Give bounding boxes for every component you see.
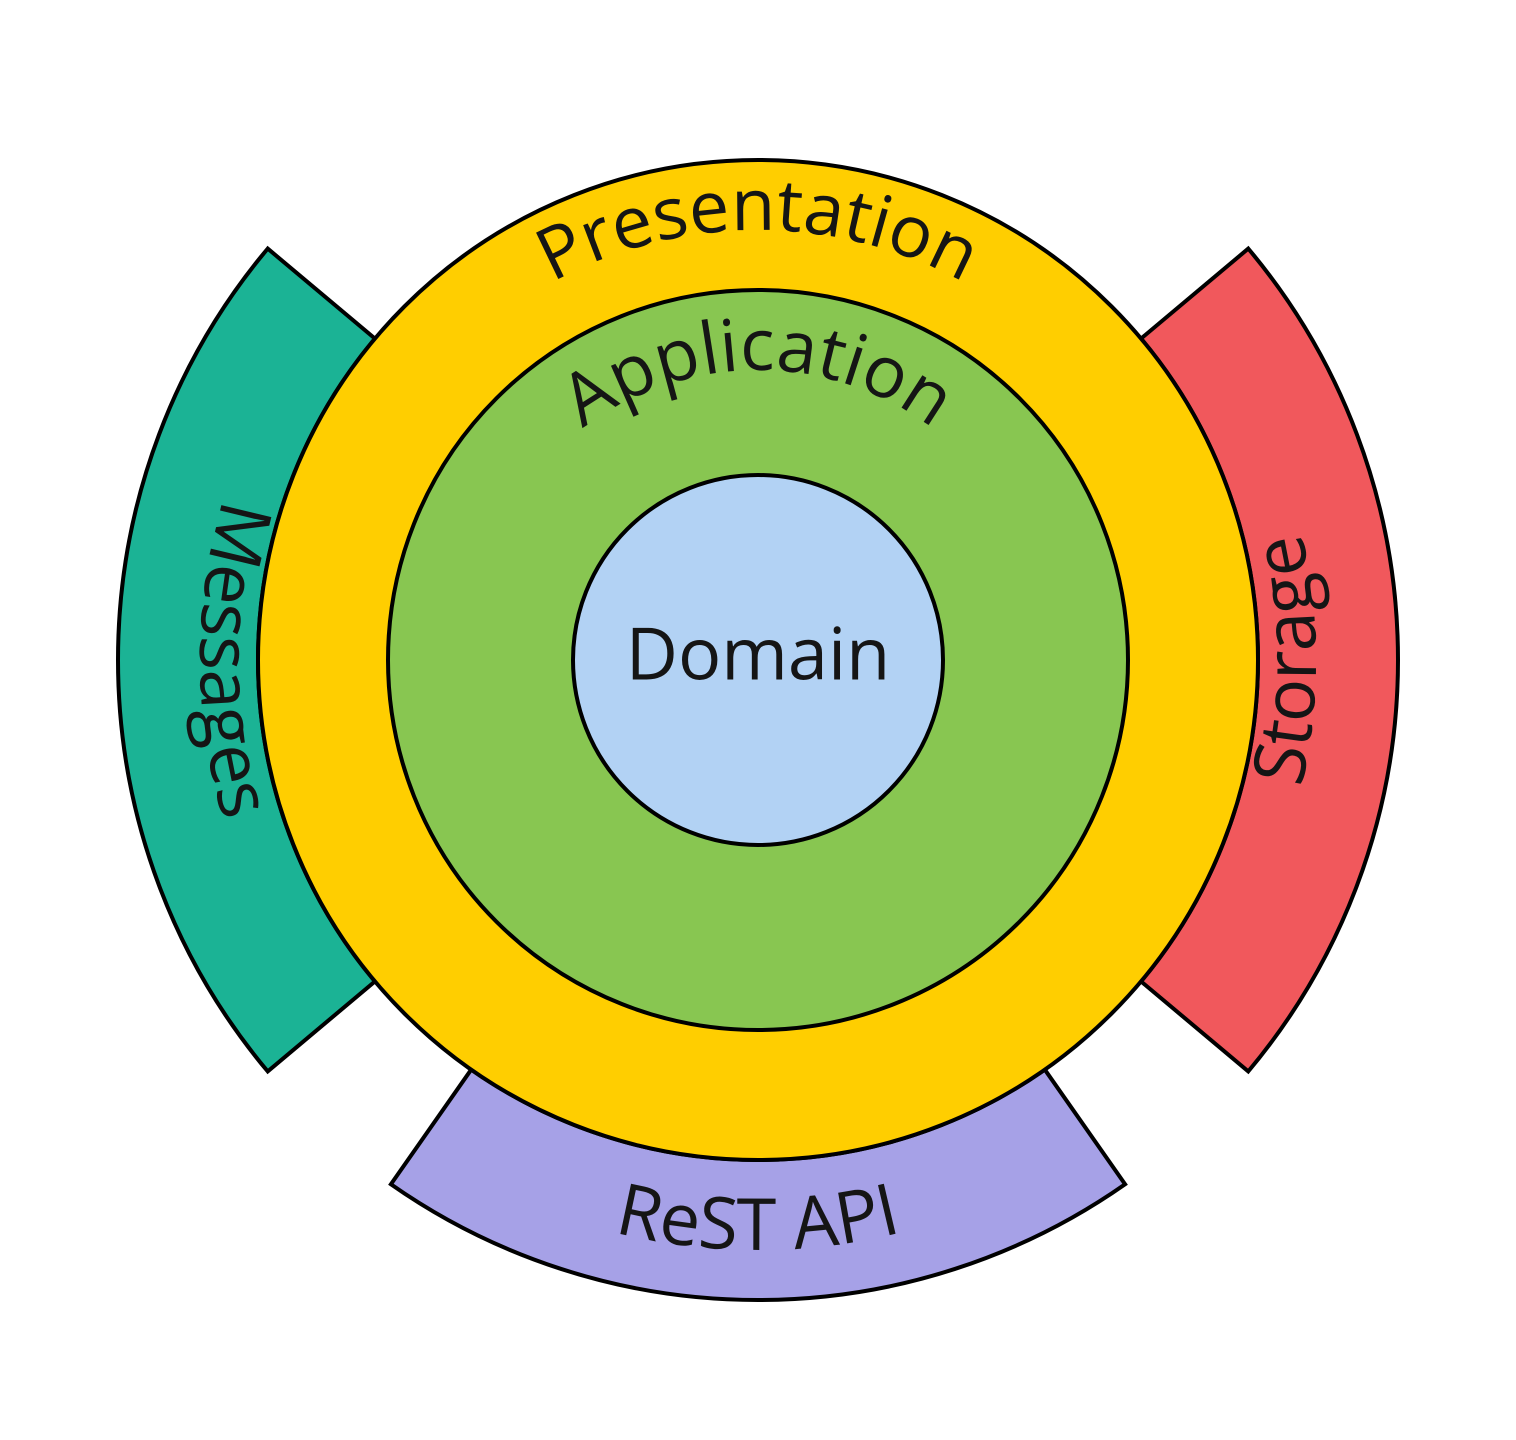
architecture-diagram: DomainApplicationPresentationMessagesReS…: [0, 0, 1516, 1440]
label-domain: Domain: [626, 603, 891, 701]
label-rest-api: ReST API: [609, 1158, 908, 1272]
label-storage: Storage: [1227, 528, 1338, 792]
